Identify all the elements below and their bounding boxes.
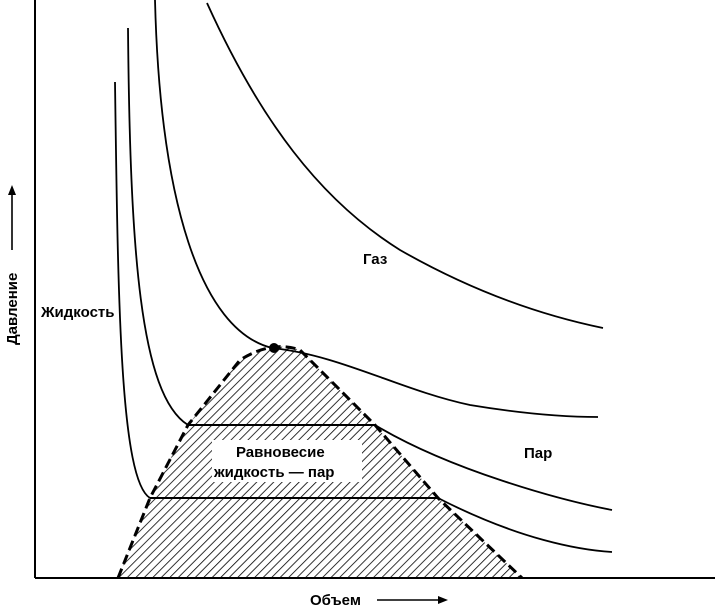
y-axis-label: Давление: [4, 273, 21, 345]
label-liquid: Жидкость: [40, 304, 114, 321]
isotherm-critical: [154, 0, 599, 418]
equilibrium-label-box: [212, 440, 362, 482]
label-equilibrium-1: Равновесие: [236, 444, 325, 461]
y-axis-arrow-head: [8, 185, 16, 195]
x-axis-arrow-head: [438, 596, 448, 604]
label-equilibrium-2: жидкость — пар: [213, 464, 334, 481]
isotherm-2: [127, 27, 613, 511]
label-vapor: Пар: [524, 445, 552, 462]
label-gas: Газ: [363, 251, 387, 268]
isotherm-4: [206, 2, 604, 329]
critical-point: [269, 343, 279, 353]
isotherm-1: [114, 81, 613, 553]
x-axis-label: Объем: [310, 592, 361, 607]
